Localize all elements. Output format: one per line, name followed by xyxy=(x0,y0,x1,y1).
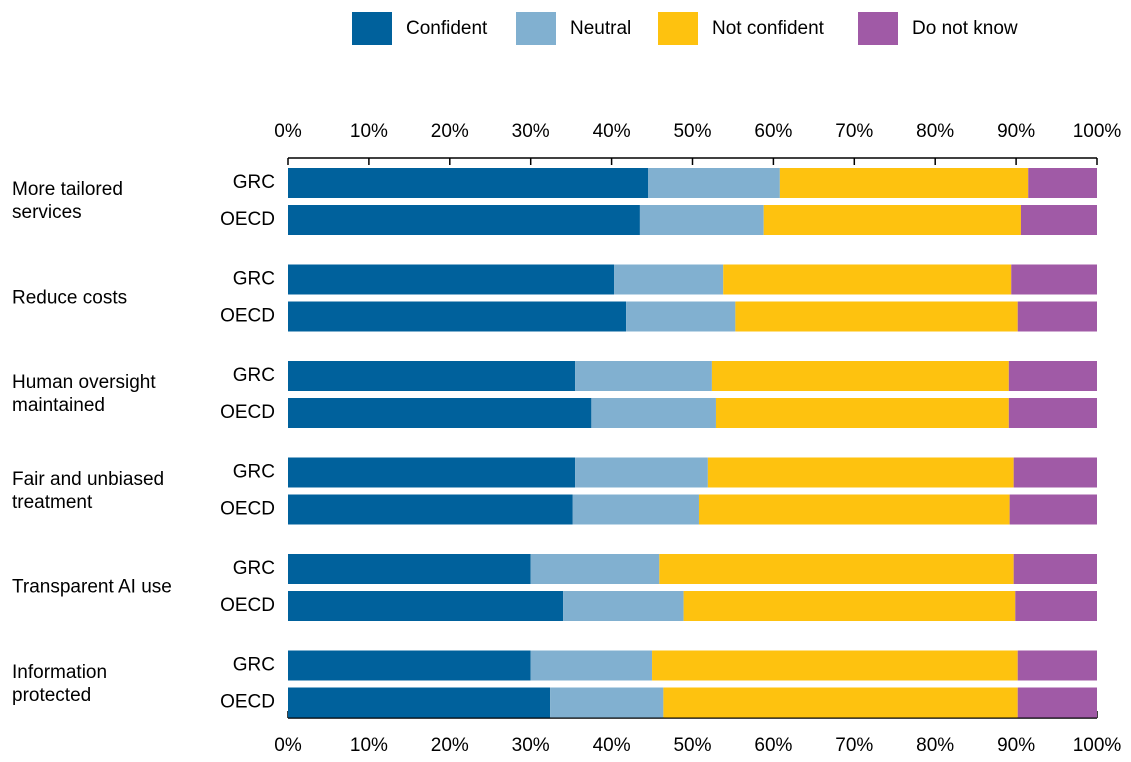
bar-segment xyxy=(711,361,1009,391)
bar-segment xyxy=(652,650,1018,681)
bar-label: GRC xyxy=(233,365,275,386)
x-tick-label: 100% xyxy=(1073,735,1122,756)
bar-segment xyxy=(591,398,716,428)
bar-segment xyxy=(563,591,684,621)
x-tick-label: 90% xyxy=(997,121,1035,142)
bar-segment xyxy=(288,168,649,198)
x-tick-label: 50% xyxy=(673,121,711,142)
x-tick-label: 0% xyxy=(274,735,302,756)
bar-label: OECD xyxy=(220,306,275,327)
bar-segment xyxy=(288,687,551,718)
bar-segment xyxy=(572,494,699,525)
bar-segment xyxy=(288,301,627,332)
x-tick-label: 20% xyxy=(431,121,469,142)
x-tick-label: 0% xyxy=(274,121,302,142)
x-tick-label: 30% xyxy=(512,121,550,142)
x-tick-label: 100% xyxy=(1073,121,1122,142)
bar-segment xyxy=(1020,205,1097,235)
bar-segment xyxy=(288,398,592,428)
bar-segment xyxy=(288,554,531,584)
legend-swatch xyxy=(516,12,556,45)
bar-segment xyxy=(288,650,531,681)
bar-segment xyxy=(1017,687,1097,718)
bar-segment xyxy=(1009,494,1097,525)
bar-segment xyxy=(288,205,640,235)
group-label: Human oversight maintained xyxy=(12,372,156,416)
bar-segment xyxy=(614,264,724,295)
bar-segment xyxy=(707,457,1014,488)
bar-segment xyxy=(575,361,712,391)
bar-segment xyxy=(288,264,615,295)
legend-label: Do not know xyxy=(912,18,1018,39)
legend-swatch xyxy=(858,12,898,45)
bar-segment xyxy=(288,494,573,525)
x-tick-label: 30% xyxy=(512,735,550,756)
x-tick-label: 60% xyxy=(754,735,792,756)
bar-label: OECD xyxy=(220,499,275,520)
bar-segment xyxy=(1028,168,1097,198)
bar-label: OECD xyxy=(220,692,275,713)
x-tick-label: 70% xyxy=(835,735,873,756)
x-tick-label: 10% xyxy=(350,735,388,756)
bar-segment xyxy=(659,554,1014,584)
x-tick-label: 40% xyxy=(593,121,631,142)
bar-label: OECD xyxy=(220,209,275,230)
bar-label: OECD xyxy=(220,402,275,423)
bar-label: GRC xyxy=(233,172,275,193)
bar-segment xyxy=(763,205,1021,235)
bar-segment xyxy=(1017,650,1097,681)
bar-segment xyxy=(288,591,564,621)
bar-segment xyxy=(648,168,780,198)
bar-segment xyxy=(288,457,576,488)
legend-label: Not confident xyxy=(712,18,825,39)
x-tick-label: 80% xyxy=(916,121,954,142)
bar-label: GRC xyxy=(233,655,275,676)
bar-segment xyxy=(735,301,1018,332)
x-tick-label: 20% xyxy=(431,735,469,756)
x-tick-label: 90% xyxy=(997,735,1035,756)
group-label: More tailored services xyxy=(12,179,123,223)
bar-segment xyxy=(1008,361,1097,391)
x-tick-label: 80% xyxy=(916,735,954,756)
group-label: Fair and unbiased treatment xyxy=(12,468,165,513)
bar-segment xyxy=(530,650,653,681)
bar-label: GRC xyxy=(233,269,275,290)
bar-segment xyxy=(779,168,1029,198)
bar-segment xyxy=(288,361,576,391)
legend-swatch xyxy=(658,12,698,45)
x-tick-label: 50% xyxy=(673,735,711,756)
bar-segment xyxy=(1017,301,1097,332)
bar-segment xyxy=(1015,591,1097,621)
bar-label: GRC xyxy=(233,558,275,579)
bar-segment xyxy=(698,494,1010,525)
legend-label: Neutral xyxy=(570,18,631,39)
x-tick-label: 60% xyxy=(754,121,792,142)
bar-segment xyxy=(530,554,660,584)
bar-segment xyxy=(1013,554,1097,584)
bar-segment xyxy=(639,205,764,235)
legend-swatch xyxy=(352,12,392,45)
bar-segment xyxy=(715,398,1009,428)
bar-segment xyxy=(663,687,1018,718)
bar-segment xyxy=(626,301,736,332)
x-tick-label: 40% xyxy=(593,735,631,756)
group-label: Reduce costs xyxy=(12,287,128,308)
legend-label: Confident xyxy=(406,18,488,39)
bar-label: OECD xyxy=(220,595,275,616)
bar-segment xyxy=(683,591,1016,621)
bar-label: GRC xyxy=(233,462,275,483)
bar-segment xyxy=(723,264,1012,295)
bar-segment xyxy=(550,687,664,718)
bar-segment xyxy=(575,457,708,488)
x-tick-label: 10% xyxy=(350,121,388,142)
x-tick-label: 70% xyxy=(835,121,873,142)
group-label: Transparent AI use xyxy=(12,576,172,598)
bar-segment xyxy=(1013,457,1097,488)
bar-segment xyxy=(1011,264,1097,295)
bar-segment xyxy=(1008,398,1097,428)
group-label: Information protected xyxy=(12,661,108,706)
